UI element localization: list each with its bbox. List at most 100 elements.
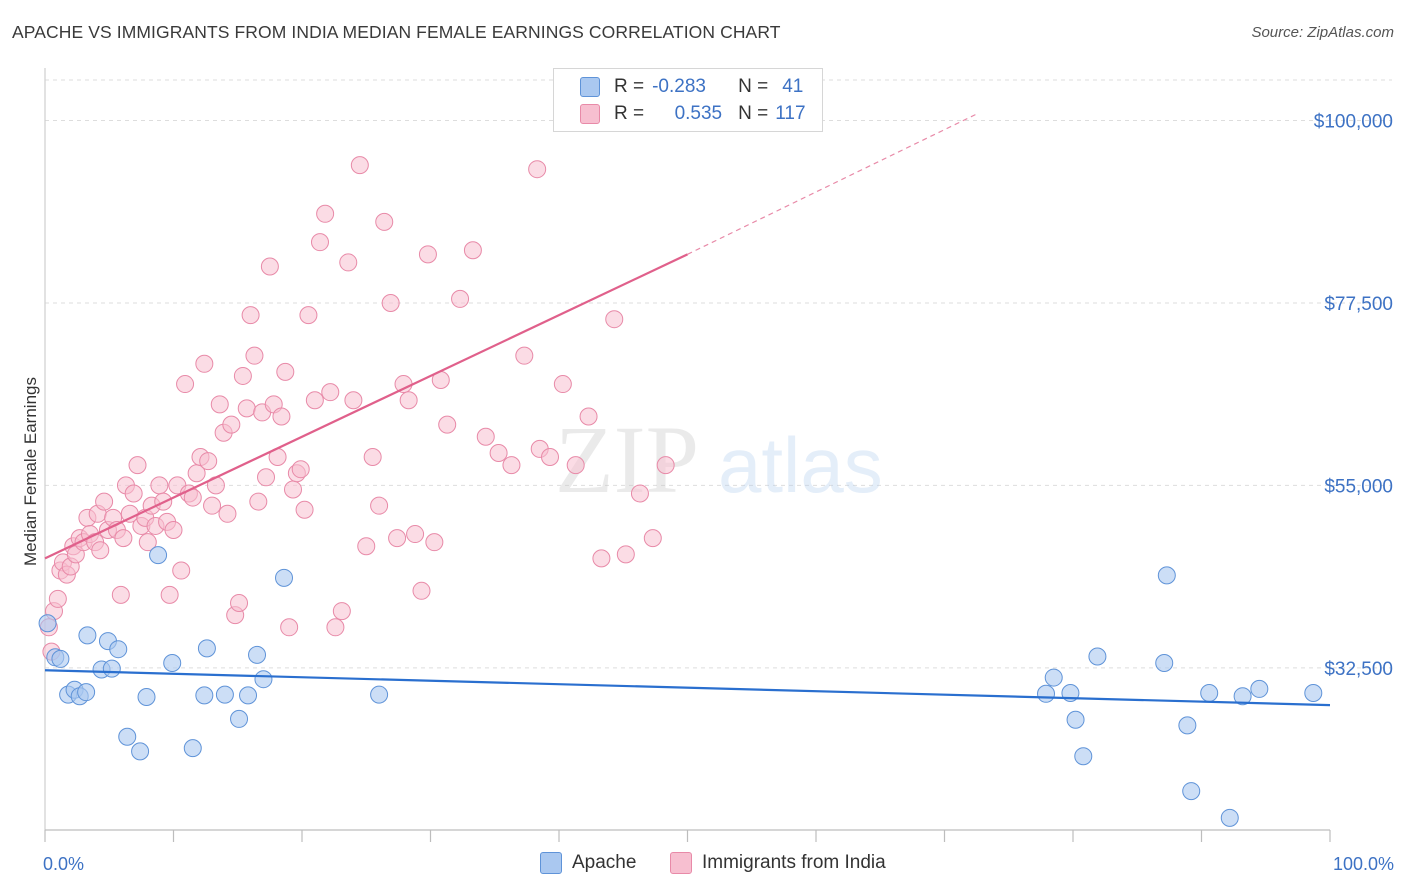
- apache-swatch: [580, 77, 600, 97]
- india-n-value: 117: [775, 103, 806, 124]
- r-label: R =: [614, 103, 645, 124]
- apache-point: [1066, 710, 1085, 729]
- india-point: [412, 581, 431, 600]
- india-legend-label: Immigrants from India: [702, 852, 886, 873]
- legend-row-apache: R = -0.283 N = 41: [554, 73, 803, 101]
- apache-point: [1233, 687, 1252, 706]
- apache-point: [1044, 668, 1063, 687]
- apache-point: [131, 742, 150, 761]
- india-point: [195, 354, 214, 373]
- india-point: [295, 500, 314, 519]
- india-point: [114, 529, 133, 548]
- y-tick-label: $55,000: [1324, 476, 1393, 497]
- india-point: [332, 602, 351, 621]
- india-point: [643, 529, 662, 548]
- india-point: [210, 395, 229, 414]
- apache-point: [183, 739, 202, 758]
- apache-point: [1178, 716, 1197, 735]
- watermark: ZIP atlas: [555, 406, 883, 513]
- source-label: Source: ZipAtlas.com: [1251, 24, 1394, 41]
- india-point: [222, 415, 241, 434]
- apache-point: [102, 659, 121, 678]
- india-point: [164, 521, 183, 539]
- y-tick-label: $100,000: [1314, 112, 1393, 133]
- apache-point: [1037, 684, 1056, 703]
- apache-point: [197, 639, 216, 658]
- apache-point: [1155, 653, 1174, 672]
- apache-trend-line: [44, 669, 1331, 707]
- india-point: [656, 456, 675, 475]
- india-point: [553, 375, 572, 394]
- india-point: [630, 484, 649, 503]
- india-point: [489, 443, 508, 462]
- apache-point: [1157, 566, 1176, 585]
- apache-point: [149, 546, 168, 565]
- india-point: [272, 407, 291, 426]
- apache-legend-label: Apache: [572, 852, 637, 873]
- india-point: [284, 480, 303, 499]
- india-point: [463, 241, 482, 260]
- india-point: [218, 504, 237, 523]
- apache-point: [137, 688, 156, 707]
- india-point: [375, 212, 394, 231]
- india-point: [138, 533, 157, 552]
- india-point: [528, 160, 547, 179]
- axes: [44, 68, 1331, 842]
- india-point: [233, 366, 252, 385]
- apache-point: [239, 686, 258, 705]
- apache-point: [248, 645, 267, 664]
- india-point: [579, 407, 598, 426]
- watermark-atlas: atlas: [718, 421, 883, 509]
- india-legend-swatch: [670, 852, 692, 874]
- india-point: [310, 233, 329, 252]
- bottom-legend-india: Immigrants from India: [670, 852, 886, 874]
- apache-point: [215, 685, 234, 704]
- india-point: [48, 589, 67, 608]
- india-point: [418, 245, 437, 264]
- india-point: [388, 529, 407, 548]
- india-r-value: 0.535: [674, 103, 723, 124]
- india-point: [230, 593, 249, 612]
- apache-point: [1304, 683, 1323, 702]
- india-point: [406, 525, 425, 544]
- trend-lines: [44, 113, 1331, 707]
- apache-point: [1182, 782, 1201, 801]
- india-point: [438, 415, 457, 434]
- india-point: [451, 289, 470, 308]
- india-points: [39, 156, 675, 661]
- apache-point: [230, 709, 249, 728]
- india-point: [326, 618, 345, 637]
- india-point: [260, 257, 279, 276]
- india-point: [616, 545, 635, 564]
- india-point: [241, 306, 260, 325]
- stats-legend: R = -0.283 N = 41 R = 0.535 N = 117: [553, 68, 823, 132]
- n-label: N =: [738, 76, 769, 97]
- india-point: [370, 496, 389, 515]
- india-point: [425, 533, 444, 552]
- india-point: [350, 156, 369, 175]
- apache-point: [370, 685, 389, 704]
- apache-points: [38, 546, 1323, 827]
- y-tick-label: $32,500: [1324, 659, 1393, 680]
- apache-point: [51, 649, 70, 668]
- india-point: [249, 492, 268, 511]
- india-point: [124, 484, 143, 503]
- legend-row-india: R = 0.535 N = 117: [554, 100, 806, 128]
- india-point: [276, 362, 295, 381]
- r-label: R =: [614, 76, 645, 97]
- apache-point: [1088, 647, 1107, 666]
- y-axis-label: Median Female Earnings: [21, 377, 40, 566]
- india-point: [363, 448, 382, 467]
- apache-r-value: -0.283: [652, 76, 706, 97]
- india-point: [502, 456, 521, 475]
- india-trend-line: [44, 253, 688, 560]
- n-label: N =: [738, 103, 769, 124]
- tick-labels: $32,500 $55,000 $77,500 $100,000 0.0% 100.0%: [43, 112, 1394, 874]
- india-point: [150, 476, 169, 495]
- x-tick-label-start: 0.0%: [43, 854, 84, 874]
- india-point: [344, 391, 363, 410]
- apache-point: [163, 653, 182, 672]
- apache-n-value: 41: [782, 76, 804, 97]
- bottom-legend-apache: Apache: [540, 852, 636, 874]
